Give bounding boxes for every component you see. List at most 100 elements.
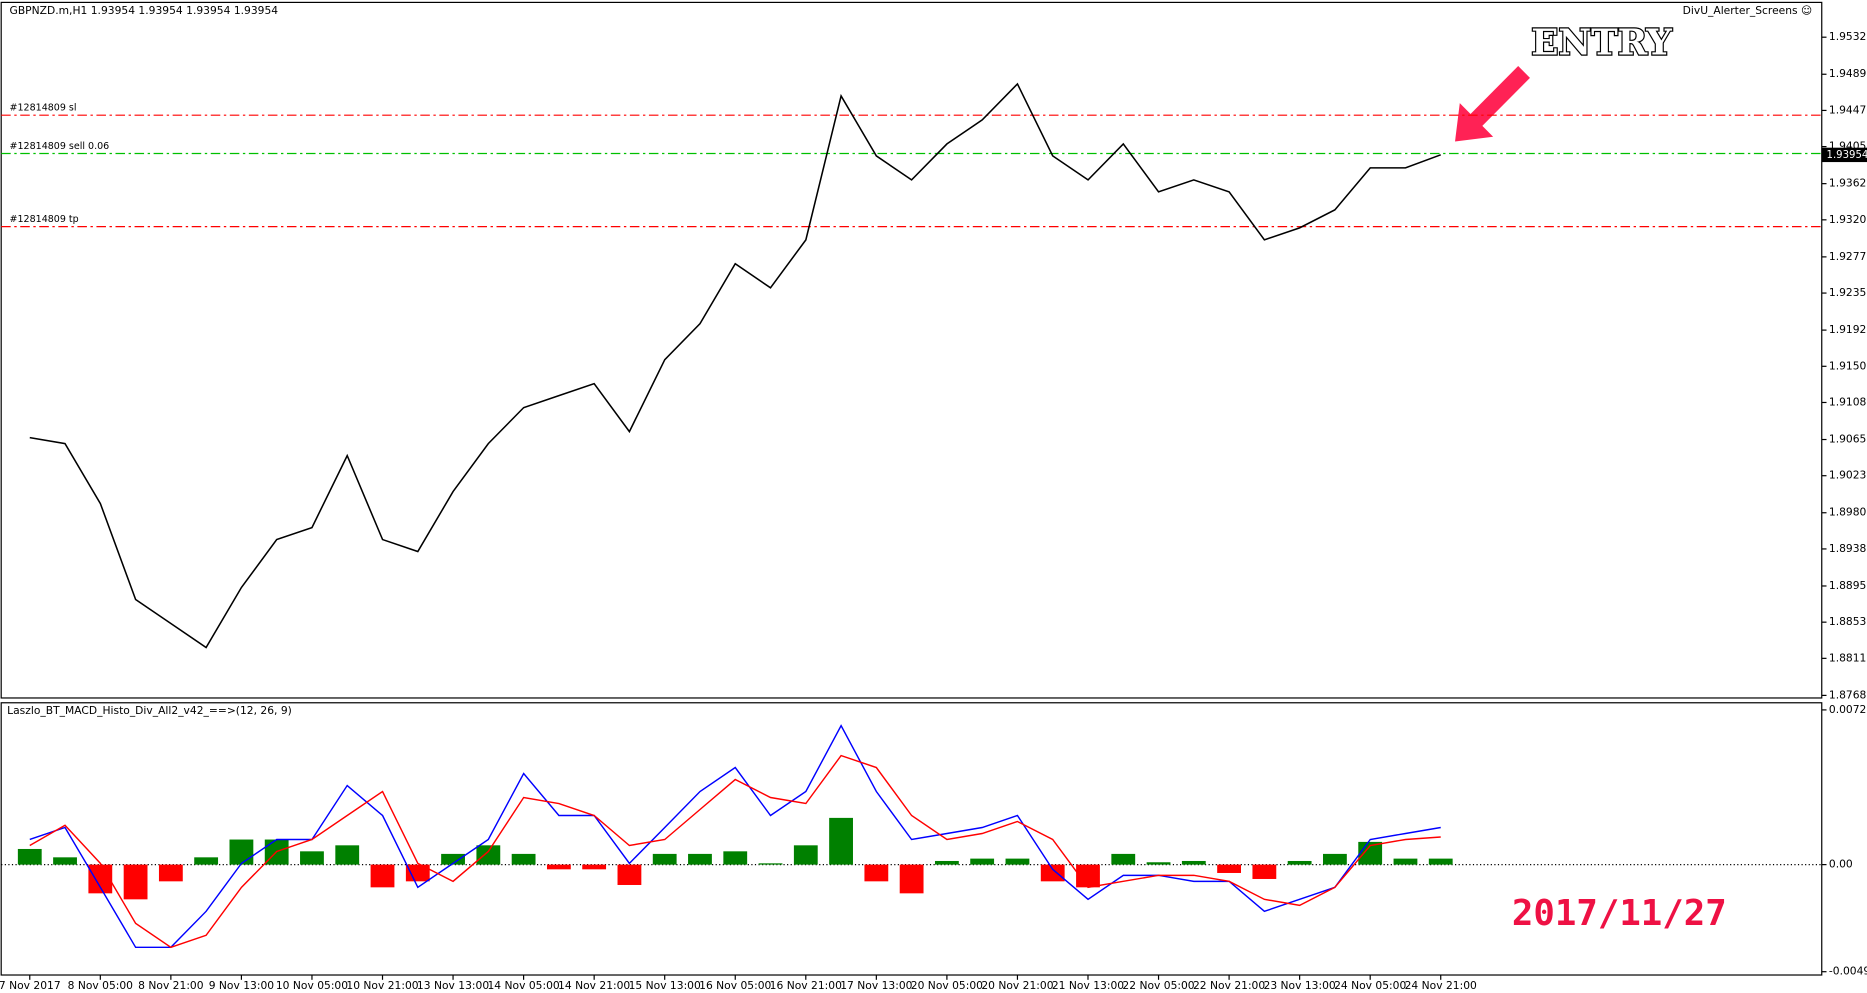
order-level-label: #12814809 sell 0.06 [10, 141, 110, 152]
histogram-bar [1146, 862, 1171, 865]
y-tick-label: 1.93200 [1829, 213, 1867, 226]
x-tick-label: 20 Nov 21:00 [981, 979, 1053, 992]
x-tick-label: 8 Nov 21:00 [138, 979, 204, 992]
histogram-bar [970, 858, 995, 865]
y-tick-label: 1.89800 [1829, 506, 1867, 519]
y-tick-label: 1.92350 [1829, 286, 1867, 299]
histogram-bar [617, 864, 642, 885]
x-tick-label: 10 Nov 05:00 [276, 979, 348, 992]
histogram-bar [652, 853, 677, 865]
histogram-bar [829, 817, 853, 865]
price-panel-frame [0, 1, 1823, 699]
x-tick-label: 7 Nov 2017 [0, 979, 61, 992]
arrow-head [1455, 103, 1494, 142]
histogram-bar [546, 864, 571, 870]
indicator-title: Laszlo_BT_MACD_Histo_Div_All2_v42_==>(12… [7, 704, 292, 717]
y-tick-label: 1.91920 [1829, 323, 1867, 336]
y-tick-label: 1.90650 [1829, 432, 1867, 445]
entry-arrow [1455, 66, 1530, 142]
x-tick-label: 23 Nov 13:00 [1264, 979, 1336, 992]
x-tick-label: 16 Nov 21:00 [770, 979, 842, 992]
histogram-bar [1181, 860, 1206, 865]
histogram-bar [1428, 858, 1453, 865]
last-price-label: 1.93954 [1827, 150, 1867, 161]
y-tick-label: 1.94470 [1829, 103, 1867, 116]
x-tick-label: 22 Nov 05:00 [1122, 979, 1194, 992]
x-tick-label: 20 Nov 05:00 [911, 979, 983, 992]
x-tick-label: 10 Nov 21:00 [346, 979, 418, 992]
x-tick-label: 15 Nov 13:00 [629, 979, 701, 992]
arrow-shaft [1465, 66, 1530, 131]
histogram-bar [864, 864, 889, 882]
histogram-bar [1393, 858, 1418, 865]
histogram-bar [1323, 853, 1347, 865]
histogram-bar [53, 857, 77, 865]
x-tick-label: 22 Nov 21:00 [1193, 979, 1265, 992]
histogram-bar [511, 853, 536, 865]
y-tick-label: 1.94890 [1829, 67, 1867, 80]
x-tick-label: 17 Nov 13:00 [840, 979, 912, 992]
histogram-bar [370, 864, 395, 888]
histogram-bar [88, 864, 113, 894]
y-tick-label: 1.93620 [1829, 177, 1867, 190]
entry-annotation: ENTRY [1531, 21, 1672, 63]
y-tick-label: 1.89380 [1829, 542, 1867, 555]
histogram-bar [1076, 864, 1100, 888]
y-tick-label: 1.87680 [1829, 688, 1867, 701]
y-tick-label: 1.88110 [1829, 651, 1867, 664]
indicator-panel-frame [0, 702, 1823, 976]
y-tick-label: 1.95320 [1829, 30, 1867, 43]
y-tick-label: -0.004996 [1829, 965, 1867, 978]
order-level-label: #12814809 tp [10, 214, 79, 225]
histogram-bar [1005, 858, 1030, 865]
y-tick-label: 1.92770 [1829, 250, 1867, 263]
y-tick-label: 1.88530 [1829, 615, 1867, 628]
y-tick-label: 1.91500 [1829, 359, 1867, 372]
histogram-bar [582, 864, 607, 870]
histogram-bar [793, 845, 818, 865]
histogram-bar [1252, 864, 1277, 879]
x-tick-label: 14 Nov 21:00 [558, 979, 630, 992]
histogram-bar [934, 860, 959, 865]
histogram-bar [1287, 860, 1312, 865]
histogram-bar [229, 839, 254, 865]
chart-title: GBPNZD.m,H1 1.93954 1.93954 1.93954 1.93… [10, 4, 279, 17]
last-price-box [1821, 147, 1867, 163]
histogram-bar [476, 845, 501, 865]
histogram-bar [1040, 864, 1065, 882]
histogram-bar [158, 864, 183, 882]
histogram-bar [300, 851, 324, 865]
histogram-bar [17, 848, 42, 865]
x-tick-label: 16 Nov 05:00 [699, 979, 771, 992]
histogram-bar [723, 851, 748, 865]
y-tick-label: 1.90230 [1829, 469, 1867, 482]
order-level-label: #12814809 sl [10, 102, 77, 113]
histogram-bar [688, 853, 712, 865]
histogram-bar [335, 845, 360, 865]
histogram-bar [758, 863, 783, 865]
date-annotation: 2017/11/27 [1512, 893, 1727, 934]
histogram-bar [1111, 853, 1136, 865]
x-tick-label: 9 Nov 13:00 [209, 979, 275, 992]
x-tick-label: 14 Nov 05:00 [487, 979, 559, 992]
macd-line [29, 754, 1441, 949]
macd-line [29, 724, 1441, 949]
y-tick-label: 0.00 [1829, 858, 1853, 871]
y-tick-label: 0.007217 [1829, 703, 1867, 716]
x-tick-label: 21 Nov 13:00 [1052, 979, 1124, 992]
corner-label: DivU_Alerter_Screens ☺ [1683, 4, 1813, 17]
histogram-bar [899, 864, 924, 894]
price-line [29, 82, 1442, 649]
histogram-bar [123, 864, 148, 900]
histogram-bar [441, 853, 465, 865]
x-tick-label: 24 Nov 21:00 [1405, 979, 1477, 992]
x-tick-label: 8 Nov 05:00 [68, 979, 134, 992]
y-tick-label: 1.88950 [1829, 579, 1867, 592]
y-tick-label: 1.91080 [1829, 395, 1867, 408]
x-tick-label: 13 Nov 13:00 [417, 979, 489, 992]
histogram-bar [194, 857, 219, 865]
histogram-bar [405, 864, 430, 882]
x-tick-label: 24 Nov 05:00 [1334, 979, 1406, 992]
